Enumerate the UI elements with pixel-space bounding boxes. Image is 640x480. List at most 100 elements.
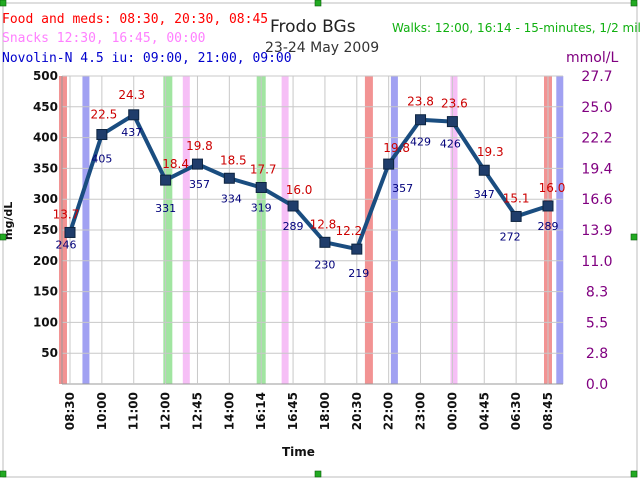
mgdl-data-label: 357 <box>392 182 413 195</box>
mmol-data-label: 19.3 <box>477 145 504 159</box>
mmol-data-label: 18.5 <box>220 153 247 167</box>
bg-series-line <box>68 112 549 252</box>
y2-tick-label: 0.0 <box>586 377 608 393</box>
mgdl-data-label: 429 <box>410 136 431 149</box>
mgdl-data-label: 331 <box>155 202 176 215</box>
mgdl-data-label: 347 <box>474 188 495 201</box>
data-point-marker <box>446 116 458 128</box>
x-tick-label: 22:00 <box>382 392 396 430</box>
y2-tick-label: 8.3 <box>586 285 608 301</box>
x-tick-label: 18:00 <box>318 392 332 430</box>
x-tick-label: 10:00 <box>95 392 109 430</box>
y-axis-title: mg/dL <box>2 201 15 240</box>
y2-tick-label: 5.5 <box>586 315 608 331</box>
x-tick-label: 16:14 <box>254 392 268 430</box>
mmol-data-label: 12.2 <box>335 224 362 238</box>
mgdl-data-label: 437 <box>121 126 142 139</box>
data-point-marker <box>128 109 140 121</box>
mmol-axis-title: mmol/L <box>566 50 619 66</box>
resize-handle <box>0 470 7 478</box>
y2-tick-label: 22.2 <box>581 131 612 147</box>
x-tick-label: 14:00 <box>222 392 236 430</box>
x-tick-label: 16:45 <box>286 392 300 430</box>
resize-handle <box>0 233 7 241</box>
x-tick-label: 04:45 <box>477 392 491 430</box>
y2-tick-label: 19.4 <box>581 161 612 177</box>
mmol-data-label: 13.7 <box>53 207 80 221</box>
resize-handle <box>630 470 638 478</box>
data-point-marker <box>351 243 363 255</box>
x-tick-label: 08:30 <box>63 392 77 430</box>
mmol-data-label: 16.0 <box>539 181 566 195</box>
y-tick-label: 500 <box>33 69 58 83</box>
data-point-marker <box>287 200 299 212</box>
mgdl-data-label: 219 <box>348 267 369 280</box>
data-point-marker <box>255 181 267 193</box>
mgdl-data-label: 289 <box>283 220 304 233</box>
y2-tick-label: 2.8 <box>586 346 608 362</box>
novolin-legend: Novolin-N 4.5 iu: 09:00, 21:00, 09:00 <box>2 51 292 66</box>
x-tick-label: 23:00 <box>414 392 428 430</box>
y-tick-label: 450 <box>33 100 58 114</box>
data-point-marker <box>319 236 331 248</box>
mgdl-data-label: 289 <box>538 220 559 233</box>
data-point-marker <box>542 200 554 212</box>
mgdl-data-label: 426 <box>440 138 461 151</box>
y-tick-label: 250 <box>33 223 58 237</box>
mgdl-data-label: 272 <box>500 230 521 243</box>
x-tick-label: 06:30 <box>509 392 523 430</box>
resize-handle <box>630 233 638 241</box>
data-point-marker <box>64 226 76 238</box>
chart-title: Frodo BGs <box>270 17 356 37</box>
snacks-legend: Snacks 12:30, 16:45, 00:00 <box>2 31 206 46</box>
y2-tick-label: 25.0 <box>581 100 612 116</box>
mmol-data-label: 18.4 <box>162 157 189 171</box>
x-tick-label: 12:45 <box>190 392 204 430</box>
y-tick-label: 200 <box>33 254 58 268</box>
y-tick-label: 100 <box>33 315 58 329</box>
mmol-data-label: 22.5 <box>91 108 118 122</box>
mmol-data-label: 12.8 <box>310 217 337 231</box>
mmol-data-label: 23.6 <box>441 97 468 111</box>
data-point-marker <box>223 172 235 184</box>
mmol-data-label: 23.8 <box>407 95 434 109</box>
y-tick-label: 350 <box>33 161 58 175</box>
mgdl-data-label: 246 <box>56 238 77 251</box>
y-tick-label: 300 <box>33 192 58 206</box>
mgdl-data-label: 357 <box>189 178 210 191</box>
mgdl-data-label: 230 <box>314 258 335 271</box>
y2-tick-label: 27.7 <box>581 69 612 85</box>
x-tick-label: 11:00 <box>127 392 141 430</box>
mmol-data-label: 24.3 <box>118 88 145 102</box>
mgdl-data-label: 405 <box>91 153 112 166</box>
mgdl-data-label: 319 <box>251 201 272 214</box>
x-tick-label: 08:45 <box>541 392 555 430</box>
mmol-data-label: 19.8 <box>186 139 213 153</box>
data-point-marker <box>160 174 172 186</box>
y2-tick-label: 16.6 <box>581 192 612 208</box>
y-tick-label: 150 <box>33 285 58 299</box>
x-axis-title: Time <box>282 445 315 459</box>
data-point-marker <box>191 158 203 170</box>
mmol-data-label: 16.0 <box>286 183 313 197</box>
data-point-marker <box>96 129 108 141</box>
data-point-marker <box>478 164 490 176</box>
mmol-data-label: 15.1 <box>503 191 530 205</box>
x-tick-label: 00:00 <box>445 392 459 430</box>
resize-handle <box>0 0 7 7</box>
resize-handle <box>630 0 638 7</box>
data-point-marker <box>510 210 522 222</box>
resize-handle <box>314 470 322 478</box>
y2-tick-label: 11.0 <box>581 254 612 270</box>
chart-subtitle: 23-24 May 2009 <box>265 40 380 56</box>
mgdl-data-label: 334 <box>221 192 242 205</box>
mmol-data-label: 19.8 <box>383 141 410 155</box>
x-tick-label: 12:00 <box>159 392 173 430</box>
y2-tick-label: 13.9 <box>581 223 612 239</box>
x-tick-label: 20:30 <box>350 392 364 430</box>
y-tick-label: 400 <box>33 131 58 145</box>
walks-legend: Walks: 12:00, 16:14 - 15-minutes, 1/2 mi… <box>392 21 640 35</box>
food-meds-legend: Food and meds: 08:30, 20:30, 08:45 <box>2 12 269 27</box>
